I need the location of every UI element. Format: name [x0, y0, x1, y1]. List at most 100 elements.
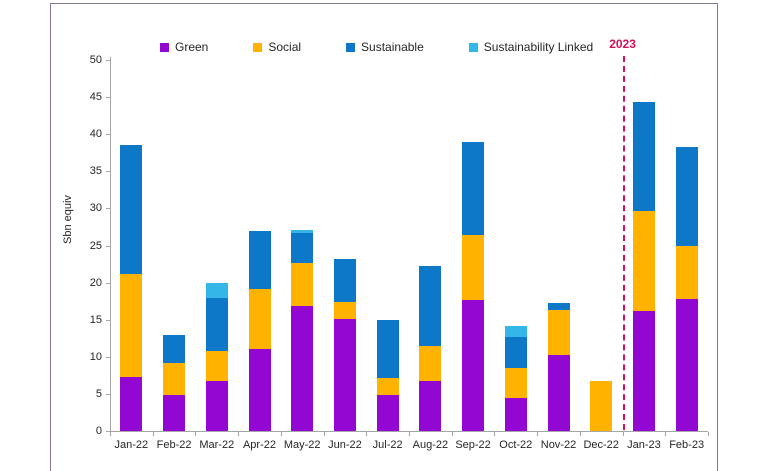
bar-segment-social-jul-22: [376, 377, 399, 396]
bar-segment-green-jun-22: [333, 318, 356, 431]
x-tick-mark: [451, 432, 453, 436]
legend-swatch-icon: [346, 42, 356, 52]
bar-segment-social-may-22: [291, 262, 314, 306]
legend-label: Sustainable: [361, 40, 424, 54]
y-tick-mark: [106, 171, 110, 173]
y-tick-mark: [106, 282, 110, 284]
x-tick-mark: [579, 432, 581, 436]
x-tick-mark: [280, 432, 282, 436]
y-tick-label: 25: [89, 239, 102, 252]
x-tick-label: Oct-22: [499, 439, 533, 451]
bar-segment-green-feb-23: [675, 298, 698, 431]
bar-segment-social-jan-22: [120, 274, 143, 377]
bar-segment-green-mar-22: [205, 380, 228, 431]
x-tick-mark: [366, 432, 368, 436]
x-tick-label: Dec-22: [583, 439, 619, 451]
x-tick-mark: [665, 432, 667, 436]
bar-segment-social-apr-22: [248, 288, 271, 350]
x-tick-label: Sep-22: [455, 439, 491, 451]
x-tick-mark: [537, 432, 539, 436]
y-tick-label: 0: [95, 425, 102, 437]
legend-swatch-icon: [253, 42, 263, 52]
bar-segment-green-aug-22: [419, 381, 442, 431]
bar-segment-sustainable-feb-22: [163, 334, 186, 364]
bar-segment-social-oct-22: [504, 367, 527, 399]
bar-segment-social-feb-23: [675, 246, 698, 299]
bar-segment-social-mar-22: [205, 350, 228, 381]
year-divider-dashed-line: [622, 56, 625, 430]
bar-segment-green-feb-22: [163, 394, 186, 431]
bar-segment-sustainability-linked-mar-22: [205, 282, 228, 299]
bar-segment-social-dec-22: [590, 380, 613, 431]
legend: Green Social Sustainable Sustainability Lin…: [160, 40, 593, 54]
bar-segment-sustainable-oct-22: [504, 336, 527, 368]
legend-item-sustainability-linked: Sustainability Linked: [468, 40, 594, 54]
bar-segment-sustainable-aug-22: [419, 266, 442, 347]
y-tick-mark: [106, 60, 110, 61]
y-axis-line: [110, 57, 111, 432]
y-tick-label: 20: [89, 276, 102, 289]
bar-segment-green-may-22: [291, 305, 314, 431]
bar-segment-sustainability-linked-oct-22: [504, 325, 527, 337]
bar-segment-green-apr-22: [248, 349, 271, 431]
bar-segment-sustainable-sep-22: [462, 142, 485, 236]
bar-segment-sustainable-jan-23: [632, 101, 655, 212]
x-tick-mark: [409, 432, 410, 436]
legend-swatch-icon: [160, 42, 169, 52]
x-tick-label: May-22: [283, 439, 321, 451]
bar-segment-green-jan-23: [632, 310, 655, 431]
y-tick-label: 30: [89, 202, 102, 215]
bar-segment-sustainable-nov-22: [547, 303, 570, 311]
y-tick-mark: [106, 393, 110, 395]
x-tick-label: Feb-23: [669, 439, 705, 451]
x-tick-label: Aug-22: [412, 439, 449, 451]
x-tick-label: Jan-22: [114, 439, 149, 451]
bar-segment-green-jul-22: [376, 395, 399, 431]
x-tick-mark: [323, 432, 325, 436]
y-tick-mark: [106, 319, 110, 321]
legend-item-social: Social: [253, 40, 301, 54]
y-tick-label: 5: [95, 387, 102, 400]
bar-segment-sustainable-jun-22: [333, 258, 356, 302]
bar-segment-social-jun-22: [333, 301, 356, 319]
legend-label: Sustainability Linked: [483, 40, 594, 54]
bar-segment-green-sep-22: [462, 300, 485, 431]
x-tick-mark: [195, 432, 197, 436]
bar-segment-green-oct-22: [504, 398, 527, 431]
y-tick-mark: [106, 431, 110, 432]
bar-segment-sustainability-linked-may-22: [291, 229, 314, 233]
legend-label: Green: [175, 40, 209, 54]
x-tick-mark: [622, 432, 624, 436]
year-annotation-2023: 2023: [609, 37, 636, 51]
y-tick-label: 40: [89, 128, 102, 141]
y-tick-label: 50: [89, 54, 102, 66]
bar-segment-social-sep-22: [462, 235, 485, 301]
bar-segment-social-aug-22: [419, 346, 442, 382]
y-tick-label: 35: [89, 165, 102, 178]
y-tick-mark: [106, 356, 110, 358]
x-tick-label: Nov-22: [540, 439, 577, 451]
x-tick-mark: [494, 432, 496, 436]
x-tick-label: Mar-22: [199, 439, 235, 451]
y-tick-label: 15: [89, 313, 102, 326]
x-tick-label: Jul-22: [372, 439, 403, 451]
bar-segment-green-nov-22: [547, 354, 570, 431]
bar-segment-sustainable-feb-23: [675, 146, 698, 247]
bar-segment-social-feb-22: [163, 363, 186, 395]
x-axis-line: [106, 431, 708, 432]
x-tick-label: Feb-22: [156, 439, 192, 451]
x-tick-mark: [152, 432, 154, 436]
legend-label: Social: [268, 40, 302, 54]
y-tick-mark: [106, 134, 110, 136]
legend-item-sustainable: Sustainable: [346, 40, 424, 54]
bar-segment-sustainable-jan-22: [120, 145, 143, 275]
y-tick-label: 10: [89, 350, 102, 363]
x-tick-label: Jun-22: [328, 439, 362, 451]
legend-swatch-icon: [468, 42, 478, 52]
y-tick-mark: [106, 97, 110, 99]
y-tick-label: 45: [89, 91, 102, 104]
y-tick-mark: [106, 245, 110, 247]
bar-segment-sustainable-jul-22: [376, 319, 399, 378]
x-tick-mark: [110, 432, 111, 436]
